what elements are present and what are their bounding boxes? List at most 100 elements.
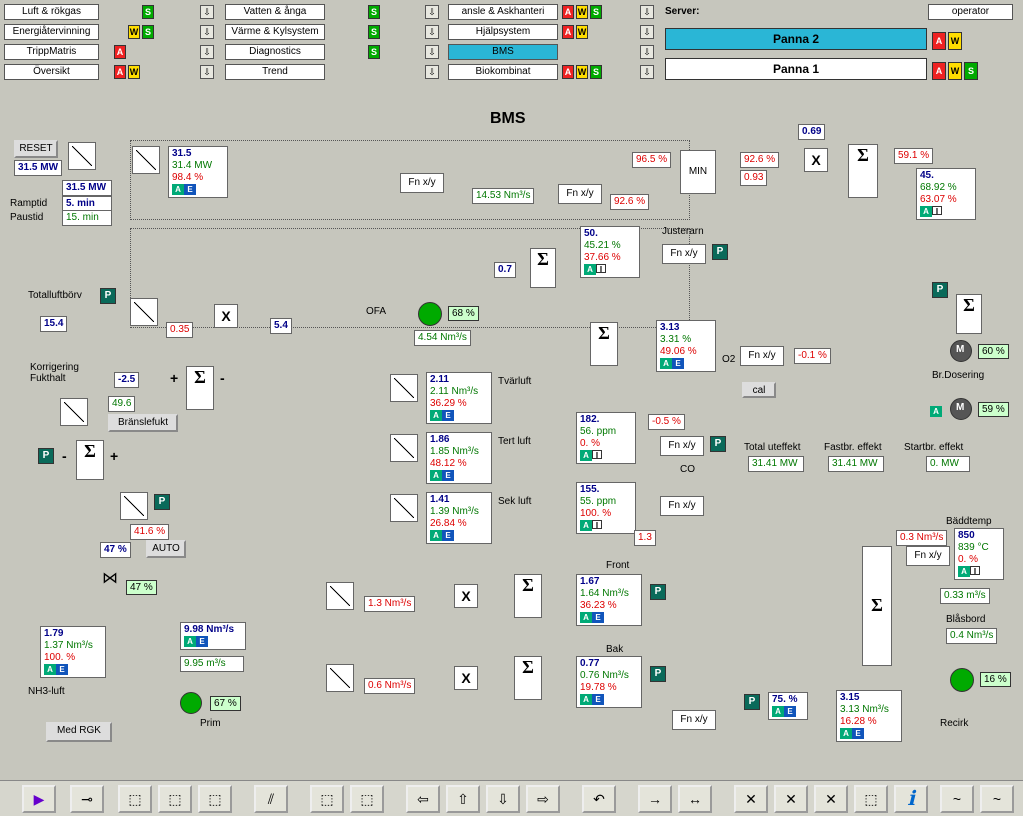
tool-w2[interactable]: ~ — [980, 785, 1014, 813]
dropdown-icon[interactable]: ⇩ — [640, 25, 654, 39]
block-tvar[interactable]: 2.11 2.11 Nm³/s 36.29 % AE — [426, 372, 492, 424]
sigma-block[interactable]: Σ — [956, 294, 982, 334]
branslefukt-button[interactable]: Bränslefukt — [108, 414, 178, 432]
nav-ansle[interactable]: ansle & Askhanteri — [448, 4, 558, 20]
block-badd[interactable]: 850 839 °C 0. % AI — [954, 528, 1004, 580]
tool-blank[interactable]: ⬚ — [854, 785, 888, 813]
block-recirk[interactable]: 3.15 3.13 Nm³/s 16.28 % AE — [836, 690, 902, 742]
dropdown-icon[interactable]: ⇩ — [425, 25, 439, 39]
ramp-icon[interactable] — [68, 142, 96, 170]
tool-down[interactable]: ⇩ — [486, 785, 520, 813]
sigma-block[interactable]: Σ — [848, 144, 878, 198]
ramp-icon[interactable] — [326, 664, 354, 692]
auto-button[interactable]: AUTO — [146, 540, 186, 558]
tool-1[interactable]: ⊸ — [70, 785, 104, 813]
p-button[interactable]: P — [712, 244, 728, 260]
nav-varme[interactable]: Värme & Kylsystem — [225, 24, 325, 40]
nav-bms[interactable]: BMS — [448, 44, 558, 60]
fn-block[interactable]: Fn x/y — [906, 546, 950, 566]
ramp-icon[interactable] — [390, 434, 418, 462]
block-main[interactable]: 31.5 31.4 MW 98.4 % AE — [168, 146, 228, 198]
reset-button[interactable]: RESET — [14, 140, 58, 158]
tool-x1[interactable]: ✕ — [734, 785, 768, 813]
mult-block[interactable]: X — [804, 148, 828, 172]
dropdown-icon[interactable]: ⇩ — [200, 25, 214, 39]
nav-vatten[interactable]: Vatten & ånga — [225, 4, 325, 20]
block-co[interactable]: 182. 56. ppm 0. % AI — [576, 412, 636, 464]
dropdown-icon[interactable]: ⇩ — [640, 65, 654, 79]
min-block[interactable]: MIN — [680, 150, 716, 194]
p-button[interactable]: P — [932, 282, 948, 298]
tool-info[interactable]: ℹ — [894, 785, 928, 813]
medrgk-button[interactable]: Med RGK — [46, 722, 112, 742]
sigma-block[interactable]: Σ — [514, 656, 542, 700]
valve-icon[interactable]: ⋈ — [102, 568, 118, 588]
p-button[interactable]: P — [154, 494, 170, 510]
fn-block[interactable]: Fn x/y — [400, 173, 444, 193]
tool-w1[interactable]: ~ — [940, 785, 974, 813]
panna2-button[interactable]: Panna 2 — [665, 28, 927, 50]
mult-block[interactable]: X — [454, 666, 478, 690]
nav-tripp[interactable]: TrippMatris — [4, 44, 99, 60]
tool-arrow[interactable]: → — [638, 785, 672, 813]
nav-diag[interactable]: Diagnostics — [225, 44, 325, 60]
block-front[interactable]: 1.67 1.64 Nm³/s 36.23 % AE — [576, 574, 642, 626]
tool-7[interactable]: ⬚ — [350, 785, 384, 813]
tool-up[interactable]: ⇧ — [446, 785, 480, 813]
fn-block[interactable]: Fn x/y — [672, 710, 716, 730]
block-tert[interactable]: 1.86 1.85 Nm³/s 48.12 % AE — [426, 432, 492, 484]
p-button[interactable]: P — [744, 694, 760, 710]
tool-hswap[interactable]: ↔ — [678, 785, 712, 813]
block-bak[interactable]: 0.77 0.76 Nm³/s 19.78 % AE — [576, 656, 642, 708]
p-button[interactable]: P — [650, 666, 666, 682]
mult-block[interactable]: X — [214, 304, 238, 328]
tool-play[interactable]: ▶ — [22, 785, 56, 813]
nav-hjalp[interactable]: Hjälpsystem — [448, 24, 558, 40]
dropdown-icon[interactable]: ⇩ — [200, 65, 214, 79]
tool-4[interactable]: ⬚ — [198, 785, 232, 813]
nav-trend[interactable]: Trend — [225, 64, 325, 80]
paus-value[interactable]: 15. min — [62, 210, 112, 226]
ramp-icon[interactable] — [130, 298, 158, 326]
nav-oversikt[interactable]: Översikt — [4, 64, 99, 80]
fn-block[interactable]: Fn x/y — [558, 184, 602, 204]
pump-icon[interactable] — [180, 692, 202, 714]
ramp-icon[interactable] — [326, 582, 354, 610]
p-button[interactable]: P — [100, 288, 116, 304]
tool-5[interactable]: ⫽ — [254, 785, 288, 813]
tool-undo[interactable]: ↶ — [582, 785, 616, 813]
block-sek[interactable]: 1.41 1.39 Nm³/s 26.84 % AE — [426, 492, 492, 544]
nav-biokom[interactable]: Biokombinat — [448, 64, 558, 80]
fn-block[interactable]: Fn x/y — [660, 436, 704, 456]
ramp-icon[interactable] — [390, 494, 418, 522]
dropdown-icon[interactable]: ⇩ — [200, 45, 214, 59]
dropdown-icon[interactable]: ⇩ — [425, 65, 439, 79]
sigma-block[interactable]: Σ — [530, 248, 556, 288]
ramp-icon[interactable] — [60, 398, 88, 426]
block-o2[interactable]: 3.13 3.31 % 49.06 % AE — [656, 320, 716, 372]
sigma-block[interactable]: Σ — [76, 440, 104, 480]
dropdown-icon[interactable]: ⇩ — [640, 45, 654, 59]
tool-x2[interactable]: ✕ — [774, 785, 808, 813]
p-button[interactable]: P — [710, 436, 726, 452]
sigma-block[interactable]: Σ — [514, 574, 542, 618]
block-nh3[interactable]: 1.79 1.37 Nm³/s 100. % AE — [40, 626, 106, 678]
operator-field[interactable]: operator — [928, 4, 1013, 20]
fn-block[interactable]: Fn x/y — [740, 346, 784, 366]
tool-6[interactable]: ⬚ — [310, 785, 344, 813]
tool-left[interactable]: ⇦ — [406, 785, 440, 813]
dropdown-icon[interactable]: ⇩ — [425, 5, 439, 19]
tool-x3[interactable]: ✕ — [814, 785, 848, 813]
ramp-icon[interactable] — [390, 374, 418, 402]
panna1-button[interactable]: Panna 1 — [665, 58, 927, 80]
block-righttop[interactable]: 45. 68.92 % 63.07 % AI — [916, 168, 976, 220]
sigma-block[interactable]: Σ — [186, 366, 214, 410]
ramp-icon[interactable] — [120, 492, 148, 520]
mult-block[interactable]: X — [454, 584, 478, 608]
korr-value[interactable]: -2.5 — [114, 372, 139, 388]
pump-icon[interactable] — [418, 302, 442, 326]
fn-block[interactable]: Fn x/y — [662, 244, 706, 264]
p-button[interactable]: P — [38, 448, 54, 464]
block-just[interactable]: 50. 45.21 % 37.66 % AI — [580, 226, 640, 278]
p-button[interactable]: P — [650, 584, 666, 600]
